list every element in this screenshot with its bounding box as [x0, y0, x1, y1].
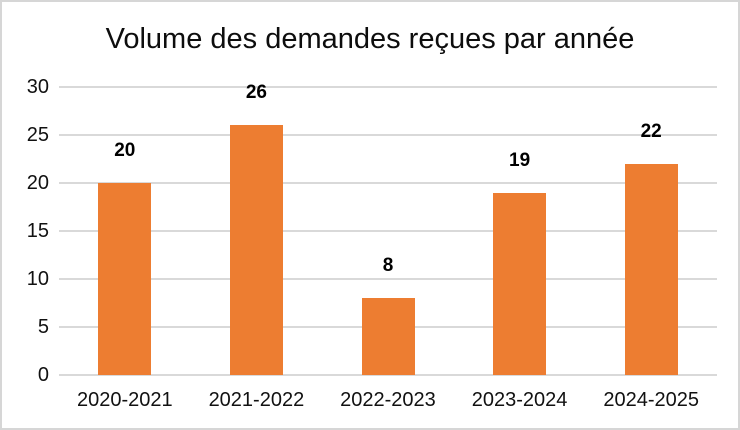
gridline-y-30 [59, 86, 717, 88]
y-axis-tick-label: 25 [26, 124, 49, 146]
gridline-y-0 [59, 374, 717, 376]
gridline-y-20 [59, 182, 717, 184]
x-axis-category-label: 2024-2025 [603, 389, 700, 411]
y-axis-tick-label: 0 [37, 364, 49, 386]
y-axis-tick-label: 5 [37, 316, 49, 338]
bar-data-label: 22 [640, 120, 662, 142]
bar-data-label: 26 [245, 82, 267, 104]
y-axis-tick-label: 15 [26, 220, 49, 242]
bar-2020-2021 [98, 183, 152, 375]
bar-data-label: 19 [509, 149, 531, 171]
x-axis-category-label: 2020-2021 [76, 389, 173, 411]
x-axis-category-label: 2022-2023 [340, 389, 436, 411]
bar-2022-2023 [361, 298, 415, 375]
chart-title: Volume des demandes reçues par année [105, 23, 635, 55]
gridline-y-25 [59, 134, 717, 136]
y-axis-tick-label: 10 [26, 268, 49, 290]
bar-2024-2025 [624, 163, 678, 375]
bar-2023-2024 [493, 192, 547, 375]
bar-data-label: 8 [382, 255, 394, 277]
bar-data-label: 20 [114, 140, 136, 161]
bar-2021-2022 [229, 125, 283, 375]
x-axis-category-label: 2021-2022 [208, 389, 305, 411]
gridline-y-15 [59, 230, 717, 232]
y-axis-tick-label: 20 [26, 172, 49, 194]
y-axis-tick-label: 30 [26, 76, 49, 98]
gridline-y-10 [59, 278, 717, 280]
x-axis-category-label: 2023-2024 [471, 389, 568, 411]
plot-area: 20 26 8 19 22 [59, 83, 717, 376]
